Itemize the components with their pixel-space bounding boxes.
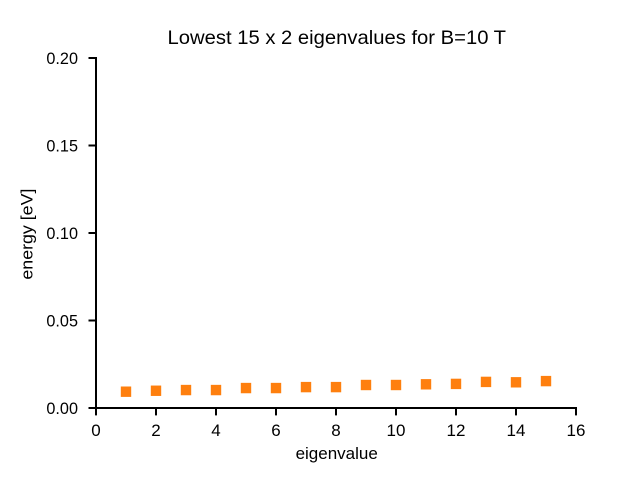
svg-text:eigenvalue: eigenvalue xyxy=(296,444,378,463)
svg-text:0.10: 0.10 xyxy=(46,224,78,243)
svg-text:0.05: 0.05 xyxy=(46,311,78,330)
svg-text:0: 0 xyxy=(91,421,100,440)
svg-text:16: 16 xyxy=(567,421,586,440)
svg-text:2: 2 xyxy=(151,421,160,440)
svg-text:10: 10 xyxy=(387,421,406,440)
svg-text:0.15: 0.15 xyxy=(46,136,78,155)
svg-text:energy [eV]: energy [eV] xyxy=(18,189,37,280)
svg-text:8: 8 xyxy=(331,421,340,440)
svg-text:4: 4 xyxy=(211,421,220,440)
svg-text:6: 6 xyxy=(271,421,280,440)
svg-text:0.00: 0.00 xyxy=(46,399,78,418)
svg-text:12: 12 xyxy=(447,421,466,440)
svg-text:0.20: 0.20 xyxy=(46,49,78,68)
svg-text:Lowest 15 x 2 eigenvalues for: Lowest 15 x 2 eigenvalues for B=10 T xyxy=(168,27,507,49)
svg-text:14: 14 xyxy=(507,421,526,440)
